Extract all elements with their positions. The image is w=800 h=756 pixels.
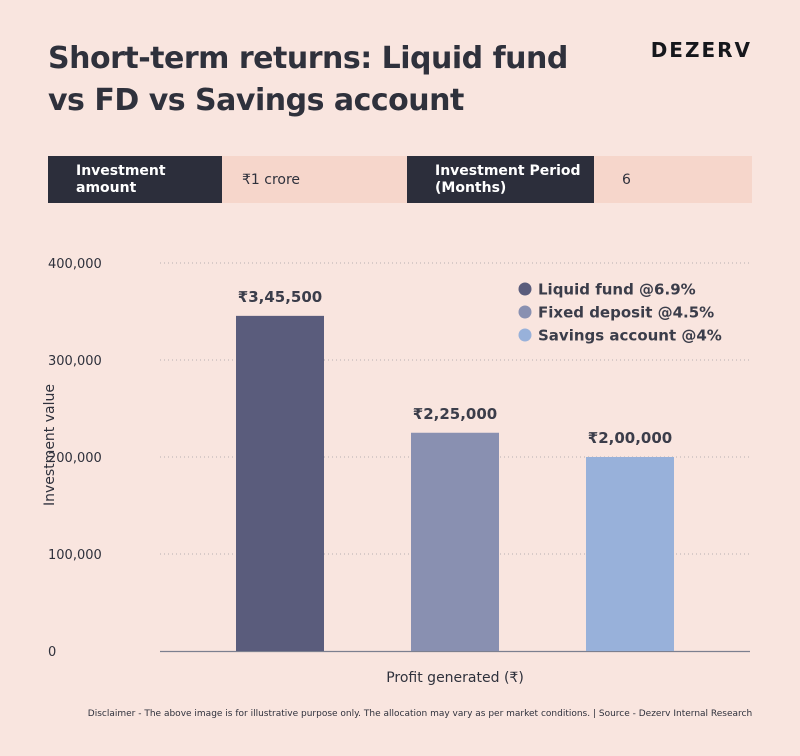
legend-label: Liquid fund @6.9%: [538, 281, 696, 299]
chart-title-line-1: Short-term returns: Liquid fund: [48, 41, 568, 76]
investment-info-bar: Investment amount ₹1 crore Investment Pe…: [48, 156, 752, 203]
legend-label: Fixed deposit @4.5%: [538, 304, 714, 322]
x-axis-label: Profit generated (₹): [386, 670, 524, 686]
chart-title: Short-term returns: Liquid fund vs FD vs…: [48, 38, 608, 122]
legend-marker: [518, 305, 532, 319]
investment-amount-value: ₹1 crore: [222, 156, 407, 203]
y-tick-label: 200,000: [48, 451, 102, 466]
bar-chart: 0 100,000 200,000 300,000 400,000 ₹3,45,500 ₹2…: [42, 257, 750, 686]
investment-amount-label: Investment amount: [48, 156, 222, 203]
dezerv-logo: DEZERV: [650, 38, 752, 62]
y-tick-label: 300,000: [48, 354, 102, 369]
legend-label: Savings account @4%: [538, 327, 722, 345]
legend-marker: [518, 282, 532, 296]
bar: [236, 315, 324, 651]
y-tick-label: 100,000: [48, 548, 102, 563]
y-tick-label: 400,000: [48, 257, 102, 272]
investment-period-value: 6: [594, 156, 752, 203]
y-axis-label: Investment value: [42, 384, 58, 506]
bar: [586, 457, 674, 651]
bar-value-label: ₹2,25,000: [413, 405, 497, 423]
y-tick-label: 0: [48, 645, 56, 660]
disclaimer-text-content: Disclaimer - The above image is for illu…: [87, 709, 753, 719]
legend-marker: [518, 328, 532, 342]
investment-period-label: Investment Period (Months): [407, 156, 594, 203]
bar-value-label: ₹3,45,500: [238, 288, 322, 306]
bar: [411, 432, 499, 651]
disclaimer-text: Disclaimer - The above image is for illu…: [0, 709, 800, 719]
chart-title-line-2: vs FD vs Savings account: [48, 83, 464, 118]
bar-value-label: ₹2,00,000: [588, 429, 672, 447]
